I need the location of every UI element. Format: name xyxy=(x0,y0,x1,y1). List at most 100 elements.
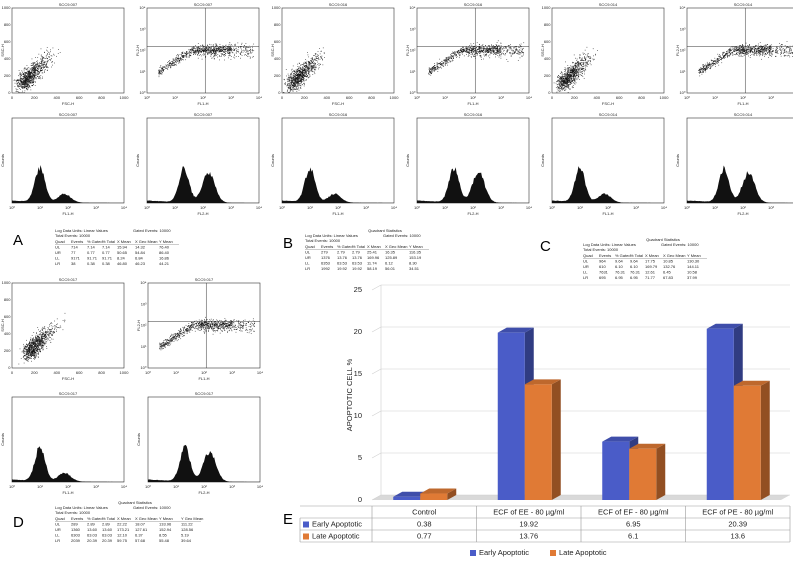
dot xyxy=(487,50,489,51)
dot xyxy=(570,74,571,76)
dot xyxy=(245,46,247,48)
dot xyxy=(32,74,34,75)
dot xyxy=(199,47,201,49)
dot xyxy=(22,78,24,80)
y-tick-label: 10¹ xyxy=(680,69,686,74)
dot xyxy=(29,72,31,73)
dot xyxy=(245,43,247,45)
dot xyxy=(197,50,198,51)
dot xyxy=(717,58,718,59)
dot xyxy=(491,47,493,49)
dot xyxy=(300,73,302,75)
dot xyxy=(24,80,26,81)
dot xyxy=(211,46,213,47)
dot xyxy=(160,70,162,72)
dot xyxy=(579,57,580,59)
dot xyxy=(309,67,311,69)
dot xyxy=(517,52,519,54)
dot xyxy=(566,80,568,82)
dot xyxy=(37,72,39,74)
dot xyxy=(310,70,312,71)
dot xyxy=(300,71,302,73)
dot xyxy=(229,46,231,48)
dot xyxy=(461,50,462,52)
dot xyxy=(567,78,569,80)
dot xyxy=(478,47,480,48)
dot xyxy=(304,69,305,70)
dot xyxy=(31,79,32,81)
dot xyxy=(211,48,212,50)
dot xyxy=(303,83,304,85)
dot xyxy=(483,58,484,60)
dot xyxy=(437,66,439,68)
dot xyxy=(218,47,220,48)
dot xyxy=(312,66,314,68)
dot xyxy=(287,79,289,80)
dot xyxy=(26,69,28,70)
dot xyxy=(470,52,472,53)
dot xyxy=(428,68,430,70)
dot xyxy=(577,74,579,76)
dot xyxy=(430,72,432,73)
dot xyxy=(489,49,491,51)
dot xyxy=(315,56,317,58)
dot xyxy=(568,87,570,89)
dot xyxy=(193,54,195,55)
dot xyxy=(40,56,42,58)
panel-label: D xyxy=(13,514,24,531)
dot xyxy=(293,86,295,88)
dot xyxy=(222,51,224,52)
dot xyxy=(44,62,46,64)
dot xyxy=(43,57,45,59)
dot xyxy=(581,63,583,65)
dot xyxy=(41,76,43,78)
dot xyxy=(42,58,43,60)
dot xyxy=(219,49,221,51)
y-tick-label: 400 xyxy=(4,56,11,61)
dot xyxy=(434,69,436,71)
dot xyxy=(29,82,31,84)
dot xyxy=(207,53,208,55)
dot xyxy=(38,63,40,64)
dot xyxy=(491,48,492,49)
dot xyxy=(560,84,561,86)
dot xyxy=(736,47,738,48)
dot xyxy=(566,79,568,80)
dot xyxy=(581,74,583,76)
dot xyxy=(227,47,228,49)
dot xyxy=(471,48,473,50)
dot xyxy=(431,67,433,68)
dot xyxy=(224,54,226,55)
dot xyxy=(161,71,162,72)
dot xyxy=(568,75,570,76)
dot xyxy=(294,76,295,78)
dot xyxy=(309,63,310,64)
dot xyxy=(564,87,566,88)
dot xyxy=(574,65,575,66)
dot xyxy=(481,48,483,49)
dot xyxy=(31,79,33,81)
dot xyxy=(19,84,21,86)
dot xyxy=(474,55,476,57)
dot xyxy=(294,82,295,84)
dot xyxy=(159,71,160,72)
dot xyxy=(17,91,19,92)
dot xyxy=(315,65,317,67)
dot xyxy=(558,76,560,77)
dot xyxy=(563,87,565,88)
dot xyxy=(575,71,577,73)
dot xyxy=(500,51,502,53)
plot-title: SCC9.014 xyxy=(599,2,618,7)
dot xyxy=(499,47,501,48)
dot xyxy=(228,47,230,49)
dot xyxy=(321,58,323,59)
dot xyxy=(170,65,172,67)
dot xyxy=(304,84,305,85)
dot xyxy=(442,63,443,65)
dot xyxy=(465,50,466,52)
dot xyxy=(473,50,475,51)
dot xyxy=(30,75,32,77)
dot xyxy=(431,71,432,73)
dot xyxy=(779,42,780,44)
dot xyxy=(29,74,31,75)
